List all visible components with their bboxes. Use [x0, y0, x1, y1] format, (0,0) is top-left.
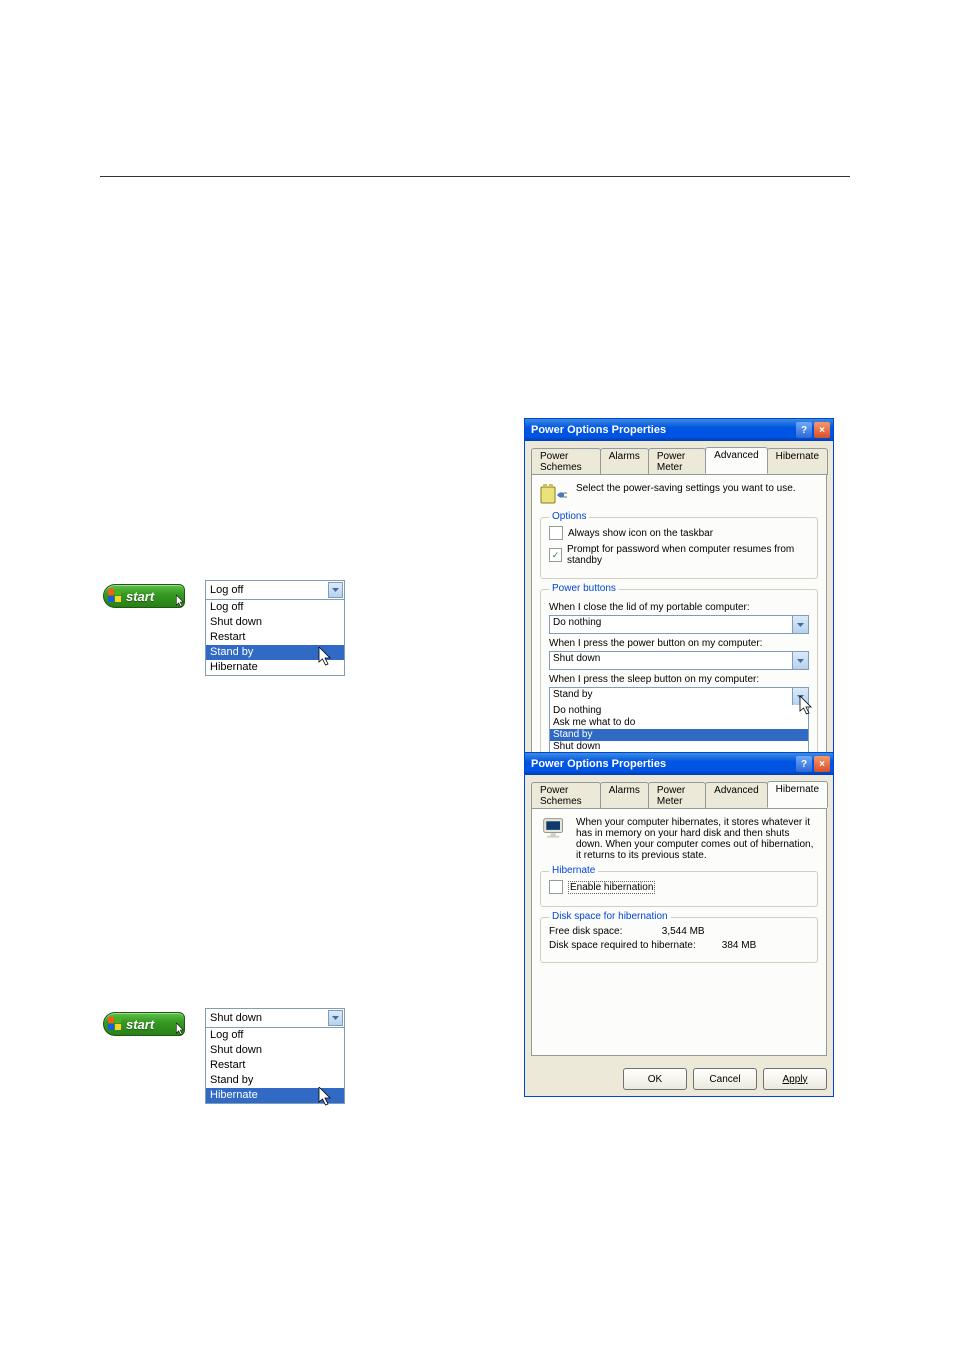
dialog-titlebar[interactable]: Power Options Properties ? ×	[525, 419, 833, 441]
intro-row: Select the power-saving settings you wan…	[540, 483, 818, 507]
start-button-label: start	[126, 589, 154, 604]
chevron-down-icon[interactable]	[792, 616, 808, 633]
tab-panel: When your computer hibernates, it stores…	[531, 808, 827, 1056]
free-disk-value: 3,544 MB	[662, 926, 705, 937]
power-buttons-legend: Power buttons	[549, 583, 619, 594]
shutdown-options-dropdown-1[interactable]: Log off Log off Shut down Restart Stand …	[205, 580, 345, 676]
dropdown-option[interactable]: Log off	[206, 600, 344, 615]
intro-row: When your computer hibernates, it stores…	[540, 817, 818, 861]
checkbox-label: Enable hibernation	[568, 881, 655, 894]
intro-text: When your computer hibernates, it stores…	[576, 817, 818, 861]
shutdown-options-dropdown-2[interactable]: Shut down Log off Shut down Restart Stan…	[205, 1008, 345, 1104]
dropdown-option[interactable]: Restart	[206, 1058, 344, 1073]
start-button[interactable]: start	[103, 1012, 185, 1036]
battery-plug-icon	[540, 483, 568, 507]
cursor-icon	[176, 595, 186, 609]
free-disk-label: Free disk space:	[549, 926, 659, 937]
checkbox-show-icon[interactable]: Always show icon on the taskbar	[549, 526, 809, 540]
hibernate-group: Hibernate Enable hibernation	[540, 871, 818, 907]
options-group: Options Always show icon on the taskbar …	[540, 517, 818, 579]
dropdown-option[interactable]: Stand by	[206, 1073, 344, 1088]
help-button[interactable]: ?	[796, 756, 812, 772]
tab-panel: Select the power-saving settings you wan…	[531, 474, 827, 778]
checkbox-icon[interactable]	[549, 880, 563, 894]
monitor-icon	[540, 817, 568, 841]
power-options-dialog-hibernate: Power Options Properties ? × Power Schem…	[524, 752, 834, 1097]
tab-hibernate[interactable]: Hibernate	[767, 781, 828, 808]
cursor-icon	[318, 1087, 334, 1107]
diskspace-legend: Disk space for hibernation	[549, 911, 671, 922]
dialog-title: Power Options Properties	[531, 424, 666, 436]
tab-advanced[interactable]: Advanced	[705, 782, 767, 809]
dropdown-option[interactable]: Shut down	[206, 615, 344, 630]
checkbox-icon[interactable]	[549, 526, 563, 540]
combo-option[interactable]: Stand by	[550, 729, 808, 741]
cursor-icon	[318, 647, 334, 667]
lid-combo[interactable]: Do nothing	[549, 615, 809, 634]
tab-hibernate[interactable]: Hibernate	[767, 448, 828, 475]
windows-flag-icon	[108, 589, 122, 603]
tab-advanced[interactable]: Advanced	[705, 447, 767, 474]
hibernate-legend: Hibernate	[549, 865, 598, 876]
lid-label: When I close the lid of my portable comp…	[549, 602, 809, 613]
start-button-label: start	[126, 1017, 154, 1032]
tab-power-schemes[interactable]: Power Schemes	[531, 782, 601, 809]
dropdown-selected-value: Shut down	[210, 1012, 262, 1024]
power-button-combo[interactable]: Shut down	[549, 651, 809, 670]
help-button[interactable]: ?	[796, 422, 812, 438]
combo-options: Do nothing Ask me what to do Stand by Sh…	[550, 705, 808, 753]
tab-power-schemes[interactable]: Power Schemes	[531, 448, 601, 475]
dropdown-selected-value: Log off	[210, 584, 243, 596]
tab-alarms[interactable]: Alarms	[600, 782, 649, 809]
tab-alarms[interactable]: Alarms	[600, 448, 649, 475]
dialog-tabstrip: Power Schemes Alarms Power Meter Advance…	[531, 447, 827, 474]
ok-button[interactable]: OK	[623, 1068, 687, 1090]
intro-text: Select the power-saving settings you wan…	[576, 483, 796, 494]
dropdown-selected-row[interactable]: Log off	[206, 581, 344, 600]
combo-value: Stand by	[550, 688, 792, 705]
dropdown-option[interactable]: Shut down	[206, 1043, 344, 1058]
dropdown-option[interactable]: Restart	[206, 630, 344, 645]
apply-button[interactable]: Apply	[763, 1068, 827, 1090]
dialog-tabstrip: Power Schemes Alarms Power Meter Advance…	[531, 781, 827, 808]
options-legend: Options	[549, 511, 589, 522]
windows-flag-icon	[108, 1017, 122, 1031]
combo-option[interactable]: Do nothing	[550, 705, 808, 717]
diskspace-group: Disk space for hibernation Free disk spa…	[540, 917, 818, 963]
cursor-icon	[176, 1023, 186, 1037]
cancel-button[interactable]: Cancel	[693, 1068, 757, 1090]
sleep-button-label: When I press the sleep button on my comp…	[549, 674, 809, 685]
required-disk-label: Disk space required to hibernate:	[549, 940, 719, 951]
dropdown-selected-row[interactable]: Shut down	[206, 1009, 344, 1028]
combo-value: Do nothing	[550, 616, 792, 633]
cursor-icon	[799, 696, 815, 716]
checkbox-prompt-password[interactable]: ✓ Prompt for password when computer resu…	[549, 544, 809, 566]
close-button[interactable]: ×	[814, 422, 830, 438]
required-disk-value: 384 MB	[722, 940, 756, 951]
power-button-label: When I press the power button on my comp…	[549, 638, 809, 649]
checkbox-enable-hibernation[interactable]: Enable hibernation	[549, 880, 809, 894]
free-disk-row: Free disk space: 3,544 MB	[549, 926, 809, 937]
start-button[interactable]: start	[103, 584, 185, 608]
dialog-titlebar[interactable]: Power Options Properties ? ×	[525, 753, 833, 775]
checkbox-icon[interactable]: ✓	[549, 548, 562, 562]
page-divider	[100, 176, 850, 177]
close-button[interactable]: ×	[814, 756, 830, 772]
page-root: start Log off Log off Shut down Restart …	[0, 0, 954, 1351]
required-disk-row: Disk space required to hibernate: 384 MB	[549, 940, 809, 951]
power-buttons-group: Power buttons When I close the lid of my…	[540, 589, 818, 759]
tab-power-meter[interactable]: Power Meter	[648, 448, 706, 475]
checkbox-label: Prompt for password when computer resume…	[567, 544, 809, 566]
dropdown-option[interactable]: Log off	[206, 1028, 344, 1043]
dialog-button-row: OK Cancel Apply	[525, 1062, 833, 1096]
combo-value: Shut down	[550, 652, 792, 669]
dialog-title: Power Options Properties	[531, 758, 666, 770]
sleep-button-combo-open[interactable]: Stand by Do nothing Ask me what to do St…	[549, 687, 809, 754]
chevron-down-icon[interactable]	[328, 1010, 343, 1026]
chevron-down-icon[interactable]	[328, 582, 343, 598]
checkbox-label: Always show icon on the taskbar	[568, 528, 713, 539]
tab-power-meter[interactable]: Power Meter	[648, 782, 706, 809]
combo-option[interactable]: Ask me what to do	[550, 717, 808, 729]
chevron-down-icon[interactable]	[792, 652, 808, 669]
